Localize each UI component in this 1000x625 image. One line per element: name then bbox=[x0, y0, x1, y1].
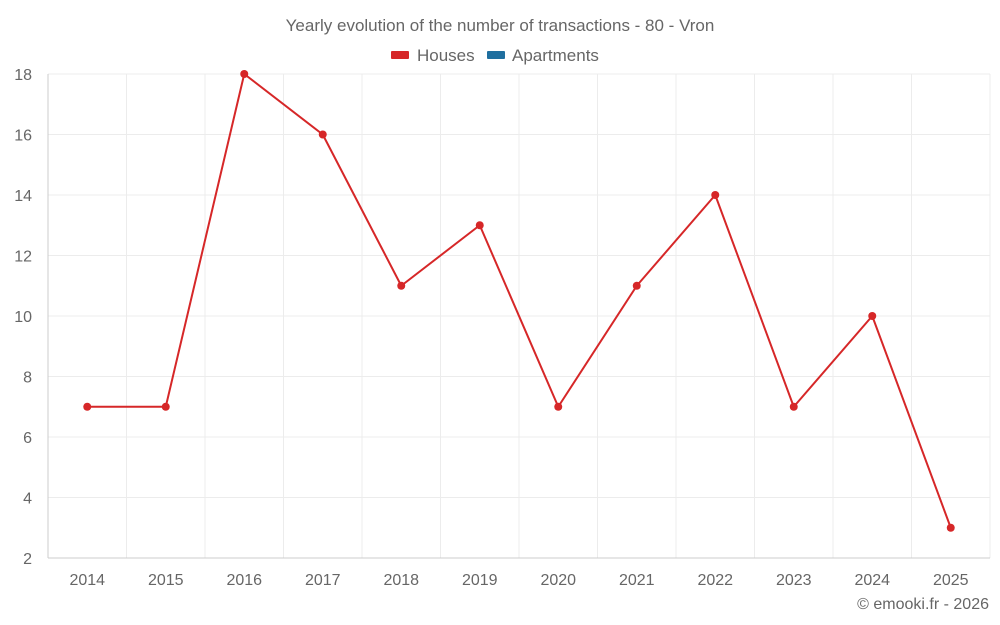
x-tick-label: 2020 bbox=[540, 572, 576, 589]
legend-swatch-houses bbox=[391, 51, 409, 59]
y-tick-label: 14 bbox=[14, 188, 32, 205]
legend-item-apartments[interactable]: Apartments bbox=[487, 46, 599, 65]
y-tick-label: 16 bbox=[14, 128, 32, 145]
data-point-houses-2018[interactable] bbox=[397, 281, 406, 290]
y-tick-label: 2 bbox=[23, 551, 32, 568]
x-tick-label: 2016 bbox=[226, 572, 262, 589]
series-houses bbox=[83, 70, 955, 532]
data-point-houses-2023[interactable] bbox=[789, 402, 798, 411]
x-tick-label: 2025 bbox=[933, 572, 969, 589]
grid bbox=[47, 73, 991, 558]
data-point-houses-2022[interactable] bbox=[711, 191, 720, 199]
x-tick-label: 2019 bbox=[462, 572, 498, 589]
y-tick-label: 10 bbox=[14, 309, 32, 326]
data-point-houses-2014[interactable] bbox=[83, 402, 92, 411]
y-tick-label: 18 bbox=[14, 67, 32, 84]
x-tick-label: 2023 bbox=[776, 572, 812, 589]
y-tick-label: 12 bbox=[14, 249, 32, 266]
data-point-houses-2024[interactable] bbox=[868, 312, 877, 320]
axes: 2 4 6 8 10 12 14 16 18 2014 2015 2016 2017 2018 2019 20… bbox=[14, 67, 990, 589]
data-point-houses-2016[interactable] bbox=[240, 70, 249, 78]
x-tick-label: 2024 bbox=[854, 572, 890, 589]
x-tick-label: 2015 bbox=[148, 572, 184, 589]
legend: Houses Apartments bbox=[391, 46, 599, 65]
data-point-houses-2015[interactable] bbox=[161, 402, 170, 411]
data-point-houses-2025[interactable] bbox=[946, 523, 955, 532]
y-tick-label: 6 bbox=[23, 430, 32, 447]
chart-title: Yearly evolution of the number of transa… bbox=[286, 16, 715, 35]
legend-swatch-apartments bbox=[487, 51, 505, 59]
legend-label-houses: Houses bbox=[417, 46, 475, 65]
data-point-houses-2020[interactable] bbox=[554, 402, 563, 411]
data-point-houses-2017[interactable] bbox=[318, 130, 327, 139]
y-tick-label: 8 bbox=[23, 370, 32, 387]
y-tick-label: 4 bbox=[23, 491, 32, 508]
x-tick-label: 2021 bbox=[619, 572, 655, 589]
data-point-houses-2021[interactable] bbox=[632, 281, 641, 290]
legend-item-houses[interactable]: Houses bbox=[391, 46, 475, 65]
data-point-houses-2019[interactable] bbox=[475, 221, 484, 230]
x-tick-label: 2017 bbox=[305, 572, 341, 589]
credit-text: © emooki.fr - 2026 bbox=[857, 596, 989, 613]
x-tick-label: 2022 bbox=[697, 572, 733, 589]
x-tick-label: 2014 bbox=[69, 572, 105, 589]
x-tick-label: 2018 bbox=[383, 572, 419, 589]
series-line-houses bbox=[87, 73, 952, 529]
legend-label-apartments: Apartments bbox=[512, 46, 599, 65]
